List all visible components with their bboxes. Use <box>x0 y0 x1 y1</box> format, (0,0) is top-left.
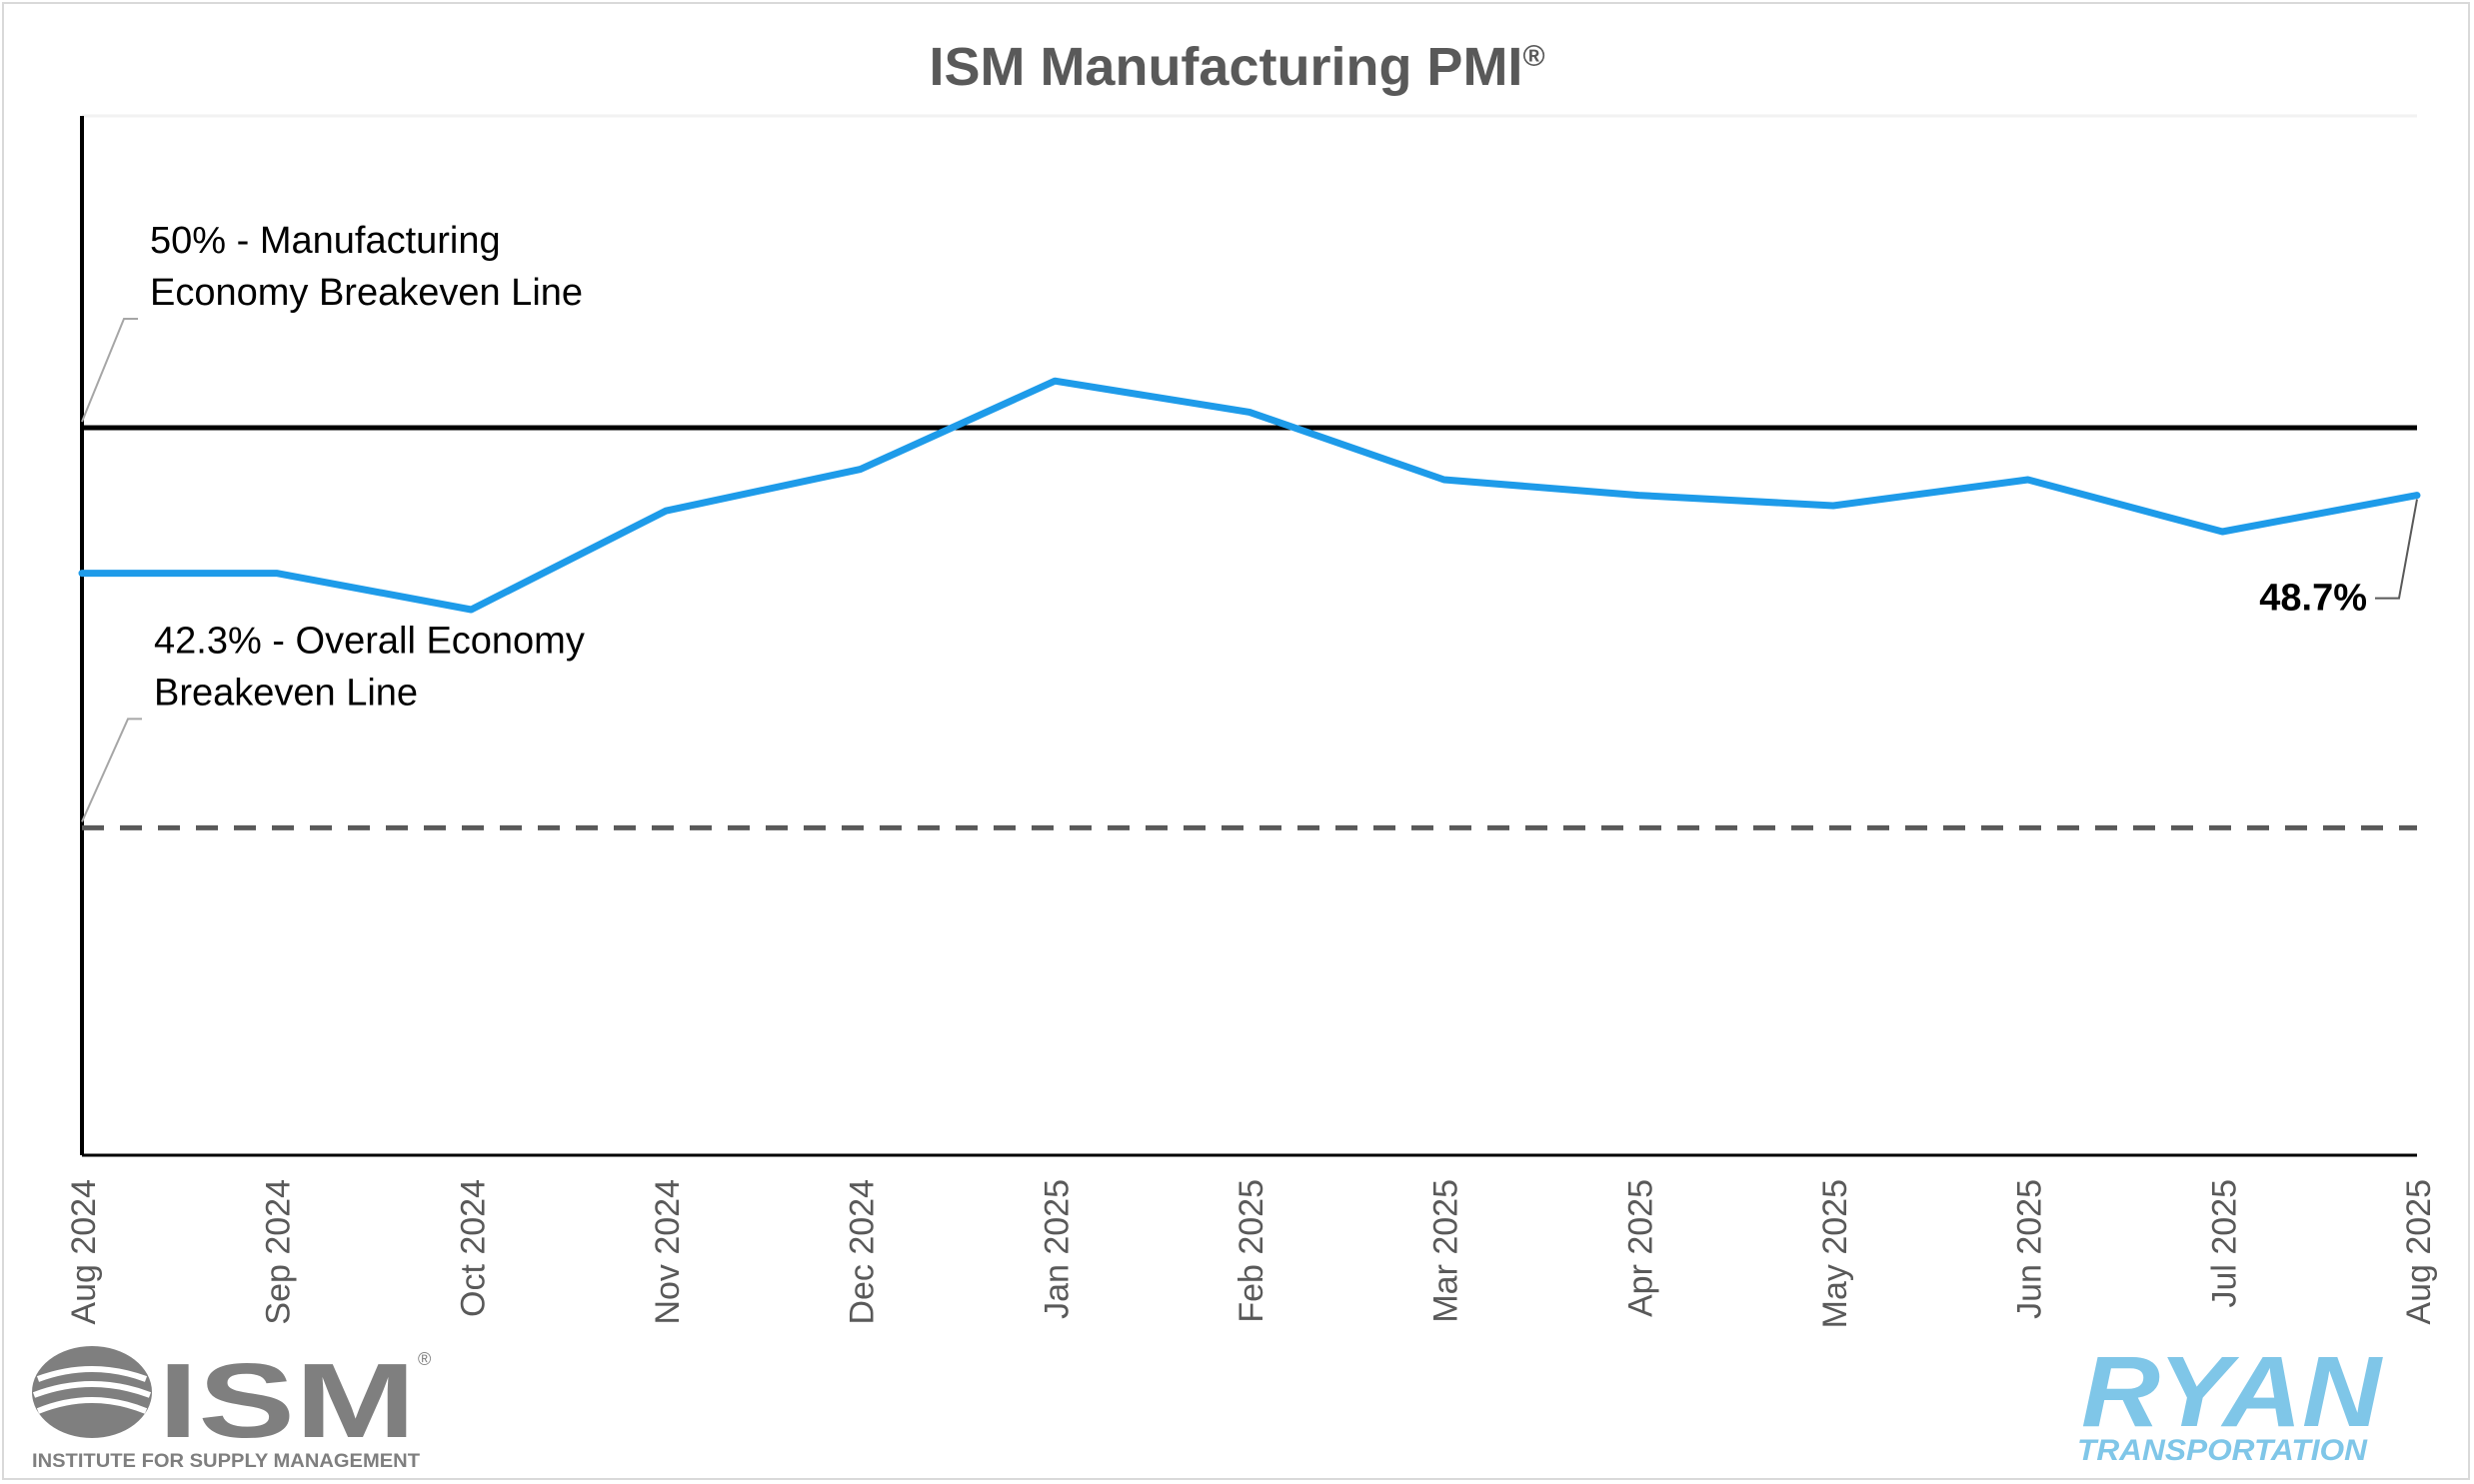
x-tick-label: Sep 2024 <box>260 1179 298 1325</box>
reference-label-1-line-1: 50% - Manufacturing <box>150 220 501 262</box>
ism-logo-wordmark: ISM <box>158 1342 416 1460</box>
ryan-logo-tagline: TRANSPORTATION <box>2077 1434 2368 1467</box>
x-tick-label: Aug 2024 <box>65 1179 103 1325</box>
chart-title-text: ISM Manufacturing PMI <box>929 37 1523 97</box>
x-tick-label: Jul 2025 <box>2205 1179 2243 1308</box>
data-point <box>663 508 669 515</box>
x-tick-label: Nov 2024 <box>649 1179 687 1325</box>
ism-logo-registered-mark: ® <box>418 1349 431 1369</box>
data-point <box>857 466 864 473</box>
data-point <box>1246 409 1252 416</box>
data-point <box>1052 378 1059 385</box>
x-tick-label: Jan 2025 <box>1038 1179 1076 1319</box>
x-tick-label: Feb 2025 <box>1233 1179 1270 1323</box>
series-layer <box>78 377 2421 614</box>
reference-label-2-line-1: 42.3% - Overall Economy <box>154 620 585 662</box>
data-point <box>468 607 475 613</box>
ism-logo-globe-icon <box>32 1346 152 1438</box>
reference-lines: 50% - Manufacturing Economy Breakeven Lin… <box>81 220 2417 830</box>
annotation-label-1: 48.7% <box>2259 578 2367 620</box>
x-tick-labels: Aug 2024 Sep 2024 Oct 2024 Nov 2024 Dec 2024… <box>65 1179 2438 1328</box>
chart-title: ISM Manufacturing PMI® <box>0 36 2474 98</box>
ism-logo: ISM ® INSTITUTE FOR SUPPLY MANAGEMENT <box>32 1342 431 1472</box>
ryan-logo: RYAN TRANSPORTATION <box>2077 1344 2383 1467</box>
data-point <box>2219 529 2226 535</box>
data-point <box>79 570 85 577</box>
reference-label-1-line-2: Economy Breakeven Line <box>150 272 583 314</box>
data-point <box>2414 492 2420 499</box>
data-point <box>1830 503 1836 509</box>
ism-logo-tagline: INSTITUTE FOR SUPPLY MANAGEMENT <box>32 1451 420 1472</box>
x-tick-label: Mar 2025 <box>1427 1179 1465 1323</box>
x-tick-label: Oct 2024 <box>454 1179 492 1317</box>
x-tick-label: Jun 2025 <box>2011 1179 2049 1319</box>
reference-label-leader-2 <box>81 718 142 822</box>
annotations: 48.7% <box>2259 499 2418 620</box>
data-point <box>1440 477 1447 483</box>
title-registered-mark: ® <box>1522 40 1545 73</box>
reference-label-leader-1 <box>81 318 138 423</box>
annotation-leader-1 <box>2375 499 2418 600</box>
data-point <box>1635 492 1642 499</box>
x-tick-label: Apr 2025 <box>1621 1179 1659 1317</box>
x-tick-label: Dec 2024 <box>844 1179 882 1325</box>
reference-label-2-line-2: Breakeven Line <box>154 672 418 714</box>
x-tick-label: May 2025 <box>1816 1179 1854 1328</box>
ryan-logo-wordmark: RYAN <box>2081 1344 2383 1448</box>
x-tick-label: Aug 2025 <box>2400 1179 2438 1325</box>
data-point <box>273 570 280 577</box>
data-point <box>2024 477 2031 483</box>
series-line-1 <box>78 377 2421 614</box>
